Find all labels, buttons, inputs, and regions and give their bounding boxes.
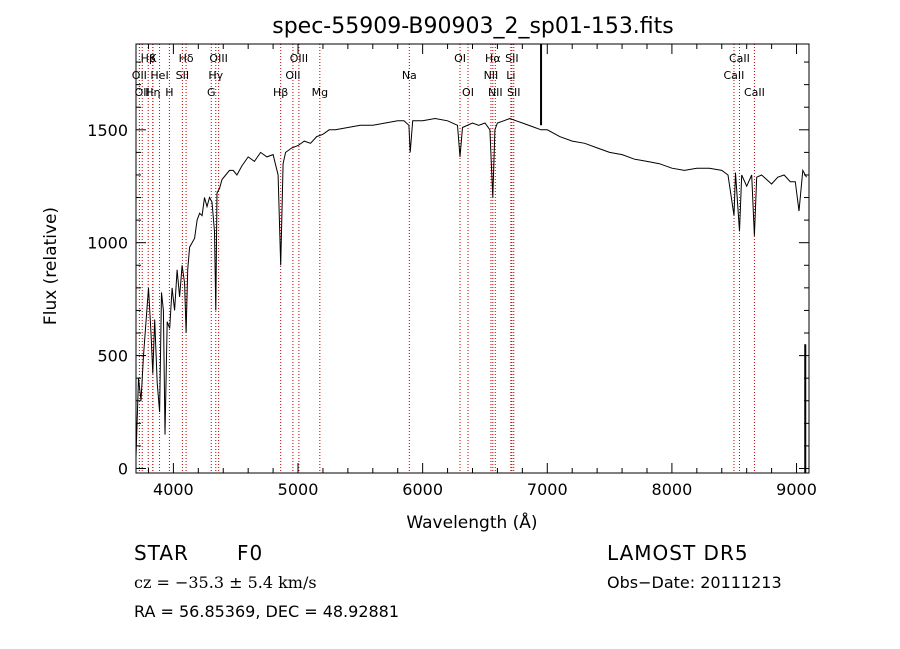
- redshift-velocity: cz = −35.3 ± 5.4 km/s: [134, 573, 317, 592]
- line-label: OIII: [209, 52, 227, 65]
- line-label: G: [207, 86, 216, 99]
- line-label: Hα: [485, 52, 501, 65]
- x-tick-label: 9000: [776, 480, 817, 499]
- line-label: NII: [484, 69, 499, 82]
- x-tick-label: 6000: [402, 480, 443, 499]
- x-axis-ticks: 4000 5000 6000 7000 8000 9000: [147, 44, 817, 499]
- survey-name: LAMOST DR5: [607, 541, 749, 565]
- y-tick-label: 0: [118, 459, 128, 478]
- line-label: Hβ: [273, 86, 288, 99]
- x-tick-label: 5000: [278, 480, 319, 499]
- spectrum-line: [135, 117, 807, 458]
- x-axis-label: Wavelength (Å): [406, 511, 537, 533]
- y-tick-label: 500: [97, 347, 128, 366]
- spectral-line-markers: [138, 44, 755, 473]
- line-label: NII: [488, 86, 503, 99]
- line-label: OI: [454, 52, 466, 65]
- line-label: OII: [135, 86, 150, 99]
- chart-title: spec-55909-B90903_2_sp01-153.fits: [272, 14, 674, 39]
- line-label: HeI: [150, 69, 168, 82]
- line-label: K: [149, 52, 157, 65]
- line-label: Na: [402, 69, 417, 82]
- line-label: H: [165, 86, 173, 99]
- object-subclass: F0: [237, 541, 264, 565]
- line-label: Mg: [312, 86, 328, 99]
- x-tick-label: 4000: [153, 480, 194, 499]
- line-label: SII: [505, 52, 518, 65]
- line-label: CaII: [724, 69, 745, 82]
- line-label: CaII: [744, 86, 765, 99]
- line-label: Hη: [145, 86, 160, 99]
- plot-frame: [135, 43, 810, 474]
- y-tick-label: 1000: [87, 234, 128, 253]
- y-axis-ticks: 0 500 1000 1500: [87, 61, 809, 478]
- line-label: CaII: [729, 52, 750, 65]
- line-label: Hγ: [208, 69, 223, 82]
- line-label: OI: [462, 86, 474, 99]
- x-tick-label: 8000: [652, 480, 693, 499]
- y-axis-label: Flux (relative): [41, 207, 61, 325]
- object-class: STAR: [134, 541, 189, 565]
- observation-date: Obs−Date: 20111213: [607, 573, 782, 592]
- y-tick-label: 1500: [87, 121, 128, 140]
- line-label: SII: [176, 69, 189, 82]
- line-label: Li: [506, 69, 515, 82]
- line-label: SII: [507, 86, 520, 99]
- line-label: OII: [285, 69, 300, 82]
- line-label: Hδ: [179, 52, 194, 65]
- coordinates: RA = 56.85369, DEC = 48.92881: [134, 602, 400, 621]
- line-label: Hβ: [141, 52, 156, 65]
- x-tick-label: 7000: [527, 480, 568, 499]
- line-label: OII: [132, 69, 147, 82]
- line-label: OIII: [290, 52, 308, 65]
